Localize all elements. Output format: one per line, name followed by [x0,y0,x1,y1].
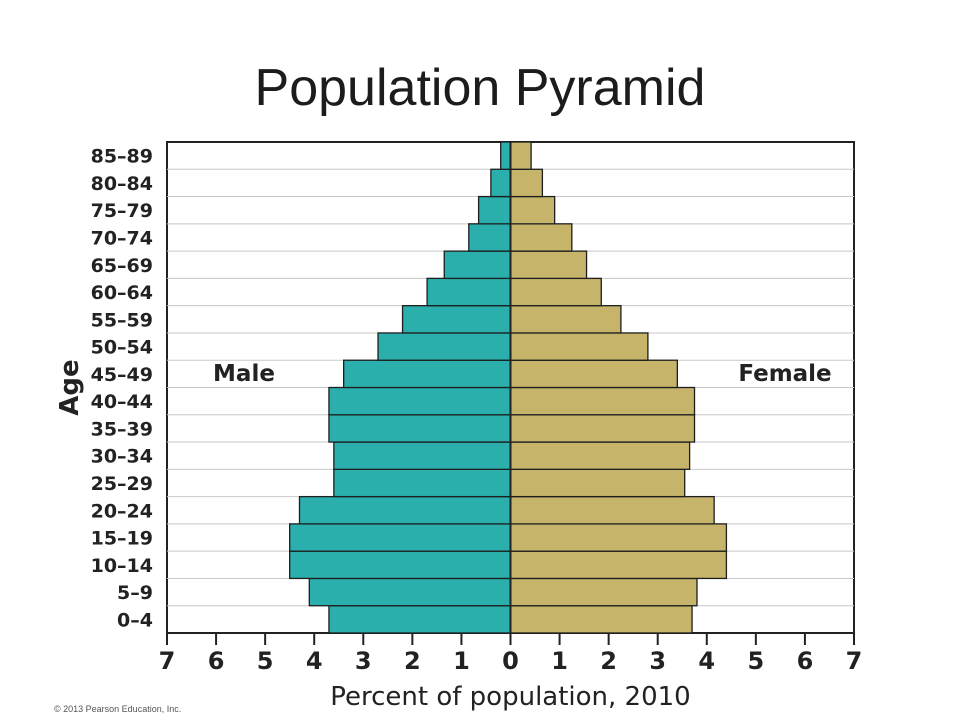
female-bar [509,441,691,470]
x-tick-label: 7 [846,647,863,675]
male-bar [328,386,512,416]
y-tick-label: 80–84 [91,173,153,195]
x-tick-label: 0 [502,647,519,675]
y-tick-label: 0–4 [117,609,153,631]
male-bar [333,468,512,498]
y-tick-label: 70–74 [91,227,153,249]
male-bar [298,495,512,525]
male-series-label: Male [213,361,275,387]
y-tick-label: 50–54 [91,337,153,359]
copyright-notice: © 2013 Pearson Education, Inc. [54,704,181,714]
y-tick-label: 20–24 [91,500,153,522]
x-tick-label: 1 [453,647,470,675]
x-tick-label: 5 [257,647,274,675]
male-bar [289,523,512,552]
y-tick-label: 30–34 [91,446,153,468]
y-tick-label: 15–19 [91,528,153,550]
male-bar [443,250,512,280]
x-tick-label: 7 [159,647,176,675]
female-bar [509,250,588,280]
female-bar [509,577,698,607]
female-bar [509,168,544,198]
x-tick-label: 4 [698,647,715,675]
x-axis-title: Percent of population, 2010 [330,682,690,712]
female-bar [509,414,696,443]
slide-title: Population Pyramid [254,59,706,117]
y-tick-label: 85–89 [91,146,153,168]
x-tick-label: 5 [748,647,765,675]
x-tick-label: 1 [551,647,568,675]
female-bar [509,305,622,334]
y-tick-label: 35–39 [91,418,153,440]
male-bar [490,168,512,198]
male-bar [343,359,512,389]
female-series-label: Female [738,361,831,387]
male-bar [289,550,512,580]
male-bar [468,223,512,252]
y-tick-label: 40–44 [91,391,153,413]
y-tick-label: 25–29 [91,473,153,495]
female-bar [509,141,532,170]
male-bar [328,414,512,443]
y-tick-label: 75–79 [91,200,153,222]
male-bar [426,277,512,307]
x-tick-label: 3 [355,647,372,675]
female-bar [509,223,573,252]
male-bar [333,441,512,470]
female-bar [509,277,602,307]
y-tick-label: 5–9 [117,582,153,604]
female-bar [509,386,696,416]
female-bar [509,332,649,361]
x-tick-label: 4 [306,647,323,675]
x-tick-label: 6 [208,647,225,675]
chart-canvas: 7 6 5 4 3 2 1 0 1 2 3 4 5 6 7 0–4 5–9 10–14 15–19 20–24 25–2… [54,141,863,714]
y-tick-label: 65–69 [91,255,153,277]
female-bar [509,495,715,525]
female-bar [509,605,693,634]
female-bar [509,468,686,498]
x-tick-label: 2 [600,647,617,675]
male-bar [500,141,512,170]
female-bar [509,550,728,580]
y-tick-label: 60–64 [91,282,153,304]
x-tick-label: 6 [797,647,814,675]
male-bar [308,577,512,607]
male-bar [401,305,512,334]
male-bar [328,605,512,634]
male-bar [477,195,512,225]
x-tick-label: 3 [649,647,666,675]
population-pyramid-chart: 7 6 5 4 3 2 1 0 1 2 3 4 5 6 7 0–4 5–9 10–14 15–19 20–24 25–2… [48,134,872,718]
female-bar [509,523,728,552]
y-tick-label: 55–59 [91,309,153,331]
x-tick-label: 2 [404,647,421,675]
y-axis-title: Age [55,359,85,415]
female-bar [509,359,678,389]
female-bar [509,195,556,225]
y-tick-label: 45–49 [91,364,153,386]
male-bar [377,332,512,361]
y-tick-label: 10–14 [91,555,153,577]
